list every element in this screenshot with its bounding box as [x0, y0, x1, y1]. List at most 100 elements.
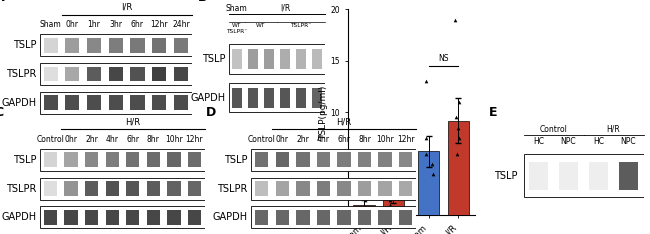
- Text: 2hr: 2hr: [296, 135, 309, 144]
- FancyBboxPatch shape: [64, 181, 78, 196]
- FancyBboxPatch shape: [44, 66, 58, 81]
- FancyBboxPatch shape: [280, 88, 290, 108]
- Bar: [448, 121, 469, 215]
- Text: 4hr: 4hr: [106, 135, 119, 144]
- FancyBboxPatch shape: [337, 210, 351, 225]
- FancyBboxPatch shape: [248, 49, 258, 69]
- Point: [384, 183, 395, 186]
- Text: 0hr: 0hr: [276, 135, 289, 144]
- FancyBboxPatch shape: [66, 66, 79, 81]
- Text: Sham: Sham: [226, 4, 248, 13]
- Text: GAPDH: GAPDH: [190, 93, 225, 103]
- FancyBboxPatch shape: [126, 181, 140, 196]
- Point: [421, 80, 431, 83]
- FancyBboxPatch shape: [188, 181, 201, 196]
- FancyBboxPatch shape: [317, 210, 330, 225]
- Text: 12hr: 12hr: [397, 135, 415, 144]
- FancyBboxPatch shape: [40, 34, 192, 56]
- Text: 2hr: 2hr: [85, 135, 98, 144]
- Text: TSLPR: TSLPR: [217, 184, 248, 194]
- FancyBboxPatch shape: [105, 210, 119, 225]
- FancyBboxPatch shape: [147, 153, 160, 167]
- FancyBboxPatch shape: [312, 49, 322, 69]
- FancyBboxPatch shape: [44, 181, 57, 196]
- Text: H/R: H/R: [606, 125, 620, 134]
- FancyBboxPatch shape: [252, 206, 416, 228]
- Text: 6hr: 6hr: [126, 135, 139, 144]
- FancyBboxPatch shape: [255, 181, 268, 196]
- Text: WT: WT: [256, 23, 265, 28]
- FancyBboxPatch shape: [619, 162, 638, 190]
- FancyBboxPatch shape: [131, 38, 144, 53]
- FancyBboxPatch shape: [87, 66, 101, 81]
- FancyBboxPatch shape: [296, 181, 309, 196]
- FancyBboxPatch shape: [378, 181, 392, 196]
- Point: [361, 208, 371, 212]
- FancyBboxPatch shape: [40, 63, 192, 85]
- Text: E: E: [489, 106, 497, 119]
- FancyBboxPatch shape: [276, 153, 289, 167]
- Point: [389, 195, 400, 199]
- FancyBboxPatch shape: [109, 95, 123, 110]
- Text: I/R: I/R: [280, 4, 290, 13]
- Text: 10hr: 10hr: [376, 135, 394, 144]
- FancyBboxPatch shape: [358, 153, 371, 167]
- Text: Sham: Sham: [40, 20, 62, 29]
- FancyBboxPatch shape: [85, 153, 98, 167]
- Text: TSLPR: TSLPR: [6, 69, 36, 79]
- FancyBboxPatch shape: [147, 210, 160, 225]
- Point: [391, 188, 402, 191]
- FancyBboxPatch shape: [85, 181, 98, 196]
- Bar: [418, 151, 439, 215]
- FancyBboxPatch shape: [85, 210, 98, 225]
- FancyBboxPatch shape: [317, 153, 330, 167]
- Point: [385, 203, 396, 207]
- Text: TSLP: TSLP: [12, 40, 36, 50]
- FancyBboxPatch shape: [296, 210, 309, 225]
- FancyBboxPatch shape: [264, 49, 274, 69]
- FancyBboxPatch shape: [255, 153, 268, 167]
- Text: NPC: NPC: [621, 137, 636, 146]
- Text: 6hr: 6hr: [337, 135, 350, 144]
- Text: Control: Control: [36, 135, 64, 144]
- Point: [384, 198, 395, 202]
- FancyBboxPatch shape: [66, 38, 79, 53]
- FancyBboxPatch shape: [109, 38, 123, 53]
- Point: [454, 100, 465, 104]
- Text: 1hr: 1hr: [88, 20, 101, 29]
- FancyBboxPatch shape: [399, 181, 412, 196]
- Point: [356, 211, 366, 215]
- Text: H/R: H/R: [337, 117, 352, 126]
- FancyBboxPatch shape: [152, 38, 166, 53]
- FancyBboxPatch shape: [276, 181, 289, 196]
- FancyBboxPatch shape: [231, 88, 242, 108]
- FancyBboxPatch shape: [378, 210, 392, 225]
- FancyBboxPatch shape: [64, 153, 78, 167]
- Text: 6hr: 6hr: [131, 20, 144, 29]
- FancyBboxPatch shape: [174, 38, 188, 53]
- Y-axis label: TSLP(pg/ml): TSLP(pg/ml): [318, 85, 328, 139]
- FancyBboxPatch shape: [152, 95, 166, 110]
- Text: C: C: [0, 106, 4, 119]
- Point: [363, 210, 373, 214]
- FancyBboxPatch shape: [255, 210, 268, 225]
- Bar: [354, 205, 374, 215]
- Text: 3hr: 3hr: [109, 20, 122, 29]
- Text: 0hr: 0hr: [66, 20, 79, 29]
- Text: TSLP: TSLP: [202, 54, 225, 64]
- FancyBboxPatch shape: [229, 83, 325, 112]
- Text: NS: NS: [374, 157, 384, 166]
- Text: GAPDH: GAPDH: [1, 212, 36, 222]
- Point: [451, 116, 462, 119]
- Text: 8hr: 8hr: [147, 135, 160, 144]
- Text: 12hr: 12hr: [186, 135, 203, 144]
- Text: TSLP: TSLP: [224, 155, 248, 165]
- Text: TSLPR⁻: TSLPR⁻: [291, 23, 311, 28]
- FancyBboxPatch shape: [105, 153, 119, 167]
- FancyBboxPatch shape: [105, 181, 119, 196]
- FancyBboxPatch shape: [40, 92, 192, 113]
- Text: GAPDH: GAPDH: [1, 98, 36, 108]
- FancyBboxPatch shape: [87, 38, 101, 53]
- FancyBboxPatch shape: [167, 153, 181, 167]
- FancyBboxPatch shape: [44, 95, 58, 110]
